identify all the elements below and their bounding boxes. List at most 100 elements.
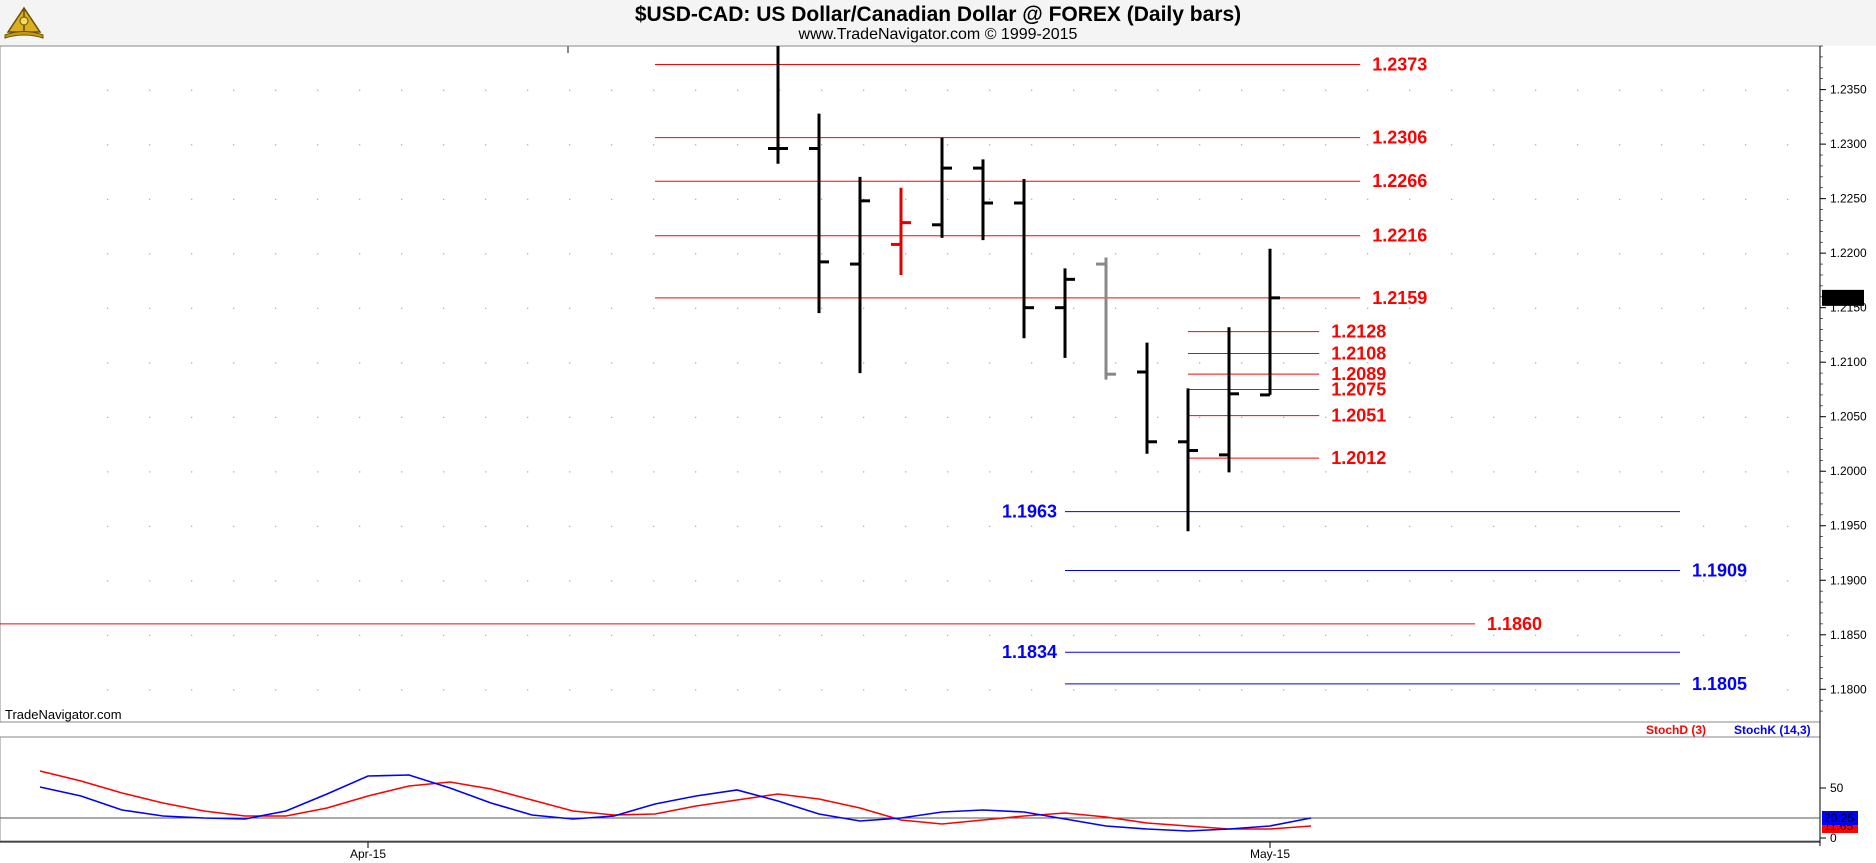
grid-dot (1787, 253, 1789, 255)
grid-dot (863, 198, 865, 200)
grid-dot (275, 471, 277, 473)
grid-dot (905, 525, 907, 528)
y-tick-label: 1.2350 (1830, 83, 1867, 97)
grid-dot (1577, 580, 1579, 582)
grid-dot (1745, 89, 1747, 91)
grid-dot (317, 253, 319, 255)
grid-dot (1115, 416, 1117, 419)
grid-dot (317, 525, 319, 528)
grid-dot (107, 144, 109, 146)
grid-dot (863, 689, 865, 691)
grid-dot (989, 634, 991, 637)
grid-dot (737, 471, 739, 473)
grid-dot (1787, 144, 1789, 146)
grid-dot (1283, 144, 1285, 146)
grid-dot (485, 525, 487, 528)
grid-dot (1367, 362, 1369, 364)
grid-dot (485, 253, 487, 255)
grid-dot (1283, 471, 1285, 473)
grid-dot (527, 471, 529, 473)
grid-dot (1661, 416, 1663, 419)
ohlc-bar (1178, 388, 1198, 532)
grid-dot (737, 689, 739, 691)
y-tick-label: 0 (1830, 831, 1837, 845)
grid-dot (569, 362, 571, 364)
grid-dot (695, 362, 697, 364)
grid-dot (485, 634, 487, 637)
grid-dot (1073, 253, 1075, 255)
grid-dot (1745, 580, 1747, 582)
grid-dot (443, 416, 445, 419)
grid-dot (1073, 689, 1075, 691)
chart-subtitle: www.TradeNavigator.com © 1999-2015 (798, 26, 1078, 43)
grid-dot (1661, 89, 1663, 91)
grid-dot (359, 416, 361, 419)
grid-dot (527, 580, 529, 582)
title-bar (0, 0, 1876, 46)
grid-dot (401, 416, 403, 419)
grid-dot (443, 89, 445, 91)
grid-dot (1199, 198, 1201, 200)
grid-dot (1241, 253, 1243, 255)
grid-dot (275, 689, 277, 691)
grid-dot (1493, 362, 1495, 364)
grid-dot (1367, 198, 1369, 200)
grid-dot (863, 580, 865, 582)
grid-dot (191, 198, 193, 200)
ohlc-bar (932, 137, 952, 238)
grid-dot (611, 307, 613, 309)
grid-dot (1367, 144, 1369, 146)
grid-dot (527, 89, 529, 91)
grid-dot (275, 307, 277, 309)
grid-dot (947, 144, 949, 146)
grid-dot (1241, 634, 1243, 637)
grid-dot (1367, 471, 1369, 473)
grid-dot (1787, 198, 1789, 200)
grid-dot (1409, 253, 1411, 255)
grid-dot (191, 144, 193, 146)
grid-dot (485, 198, 487, 200)
grid-dot (1115, 253, 1117, 255)
grid-dot (275, 580, 277, 582)
indicator-legend-item: StochK (14,3) (1734, 723, 1811, 737)
grid-dot (1703, 471, 1705, 473)
grid-dot (443, 471, 445, 473)
grid-dot (1535, 89, 1537, 91)
last-price-tag (1822, 289, 1864, 306)
level-label: 1.2089 (1331, 364, 1386, 384)
grid-dot (779, 580, 781, 582)
grid-dot (1283, 362, 1285, 364)
grid-dot (149, 525, 151, 528)
grid-dot (359, 89, 361, 91)
grid-dot (317, 307, 319, 309)
y-tick-label: 1.2000 (1830, 464, 1867, 478)
grid-dot (1745, 307, 1747, 309)
grid-dot (1031, 525, 1033, 528)
grid-dot (233, 89, 235, 91)
y-tick-label: 1.2200 (1830, 246, 1867, 260)
grid-dot (905, 689, 907, 691)
grid-dot (107, 362, 109, 364)
grid-dot (737, 307, 739, 309)
grid-dot (1787, 689, 1789, 691)
grid-dot (695, 253, 697, 255)
grid-dot (1031, 634, 1033, 637)
grid-dot (989, 198, 991, 200)
ohlc-bar (891, 187, 911, 275)
grid-dot (485, 416, 487, 419)
grid-dot (1199, 144, 1201, 146)
grid-dot (317, 471, 319, 473)
grid-dot (821, 634, 823, 637)
grid-dot (1283, 89, 1285, 91)
grid-dot (191, 634, 193, 637)
grid-dot (1409, 471, 1411, 473)
grid-dot (737, 253, 739, 255)
grid-dot (863, 307, 865, 309)
grid-dot (611, 89, 613, 91)
grid-dot (1493, 471, 1495, 473)
grid-dot (443, 525, 445, 528)
grid-dot (1409, 144, 1411, 146)
grid-dot (275, 253, 277, 255)
indicator-legend-item: StochD (3) (1646, 723, 1706, 737)
grid-dot (947, 471, 949, 473)
